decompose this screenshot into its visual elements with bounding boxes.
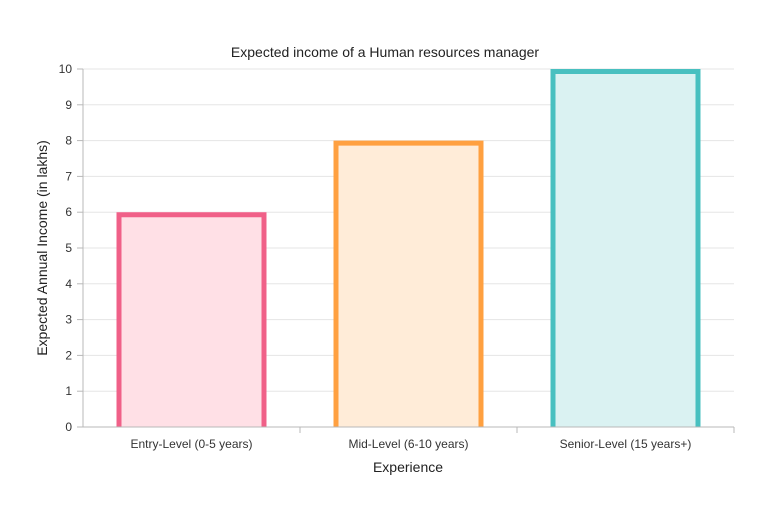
x-tick-label: Entry-Level (0-5 years) <box>130 437 252 451</box>
y-tick-label: 4 <box>65 277 72 291</box>
bar[interactable] <box>116 212 267 427</box>
y-tick-label: 7 <box>65 169 72 183</box>
bar[interactable] <box>550 69 701 428</box>
y-tick-labels: 0 1 2 3 4 5 6 7 8 9 10 <box>59 62 73 434</box>
y-tick-label: 6 <box>65 205 72 219</box>
y-tick-label: 0 <box>65 420 72 434</box>
y-tick-label: 5 <box>65 241 72 255</box>
x-tick-label: Senior-Level (15 years+) <box>560 437 692 451</box>
y-tick-label: 10 <box>59 62 73 76</box>
x-tick-label: Mid-Level (6-10 years) <box>348 437 468 451</box>
chart-title: Expected income of a Human resources man… <box>231 44 539 60</box>
y-axis-title: Expected Annual Income (in lakhs) <box>34 140 50 356</box>
x-category-labels: Entry-Level (0-5 years) Mid-Level (6-10 y… <box>130 437 691 451</box>
bar-fill <box>116 212 267 427</box>
y-tick-label: 3 <box>65 313 72 327</box>
y-tick-label: 1 <box>65 384 72 398</box>
y-tick-label: 2 <box>65 348 72 362</box>
bars <box>116 69 701 428</box>
bar-fill <box>550 69 701 427</box>
bar[interactable] <box>333 140 484 427</box>
y-tick-label: 8 <box>65 134 72 148</box>
x-axis-title: Experience <box>373 459 443 475</box>
bar-fill <box>333 140 484 427</box>
axes <box>82 69 734 428</box>
y-tick-label: 9 <box>65 98 72 112</box>
